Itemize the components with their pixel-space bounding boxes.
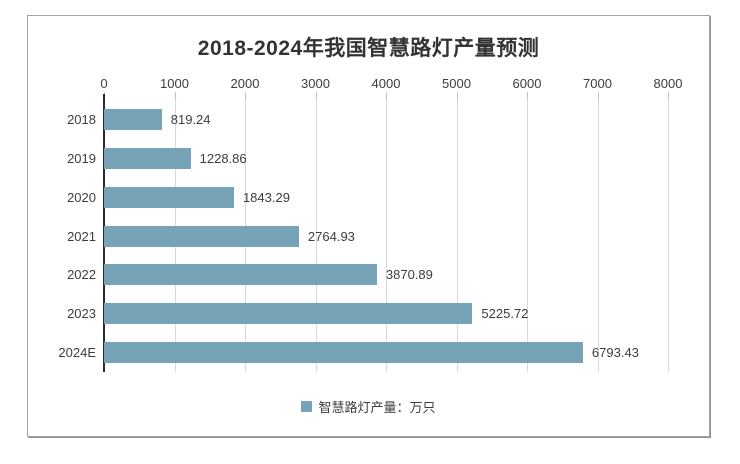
x-axis-tick: [527, 92, 528, 100]
gridline: [315, 100, 317, 372]
x-axis-tick-label: 8000: [653, 76, 683, 91]
bar: [104, 108, 162, 130]
chart-panel: 2018-2024年我国智慧路灯产量预测 0 1000 2000 3000 4000 50…: [27, 15, 710, 437]
bar: [104, 303, 473, 325]
value-label: 1228.86: [199, 150, 247, 166]
x-axis-tick: [315, 92, 317, 100]
legend: 智慧路灯产量：万只: [28, 397, 709, 416]
x-axis-tick: [668, 92, 669, 100]
value-label: 6793.43: [591, 345, 639, 361]
legend-label: 智慧路灯产量：万只: [318, 400, 436, 415]
x-axis-tick-label: 2000: [230, 76, 260, 91]
x-axis-tick: [597, 92, 599, 100]
bar: [104, 342, 583, 364]
bar: [104, 186, 234, 208]
category-label: 2020: [67, 189, 96, 205]
value-label: 3870.89: [385, 267, 433, 283]
gridline: [668, 100, 669, 372]
bar: [104, 264, 377, 286]
x-axis-tick-label: 3000: [301, 76, 330, 91]
category-label: 2021: [67, 228, 96, 244]
x-axis-tick-label: 4000: [371, 76, 401, 91]
x-axis-tick: [386, 92, 387, 100]
category-label: 2023: [67, 306, 96, 322]
category-label: 2018: [67, 111, 96, 127]
category-label: 2022: [67, 267, 96, 283]
x-axis-tick-label: 7000: [583, 76, 612, 91]
x-axis-tick-label: 1000: [160, 76, 189, 91]
value-label: 1843.29: [242, 189, 290, 205]
value-label: 5225.72: [481, 306, 529, 322]
category-label: 2024E: [58, 345, 96, 361]
plot-area: 0 1000 2000 3000 4000 5000 6000 7000 8000 2018 819…: [28, 16, 709, 436]
gridline: [456, 100, 458, 372]
category-label: 2019: [67, 150, 96, 166]
bar: [104, 147, 191, 169]
x-axis-tick-label: 5000: [442, 76, 471, 91]
chart-title: 2018-2024年我国智慧路灯产量预测: [197, 37, 540, 60]
x-axis-tick: [245, 92, 246, 100]
value-label: 819.24: [170, 111, 211, 127]
x-axis-tick-label: 6000: [512, 76, 542, 91]
legend-marker-icon: [301, 401, 313, 412]
gridline: [597, 100, 599, 372]
bar: [104, 225, 299, 247]
x-axis-tick: [456, 92, 458, 100]
value-label: 2764.93: [307, 228, 355, 244]
x-axis-tick-label: 0: [100, 76, 108, 91]
x-axis-tick: [174, 92, 176, 100]
gridline: [386, 100, 387, 372]
gridline: [527, 100, 528, 372]
